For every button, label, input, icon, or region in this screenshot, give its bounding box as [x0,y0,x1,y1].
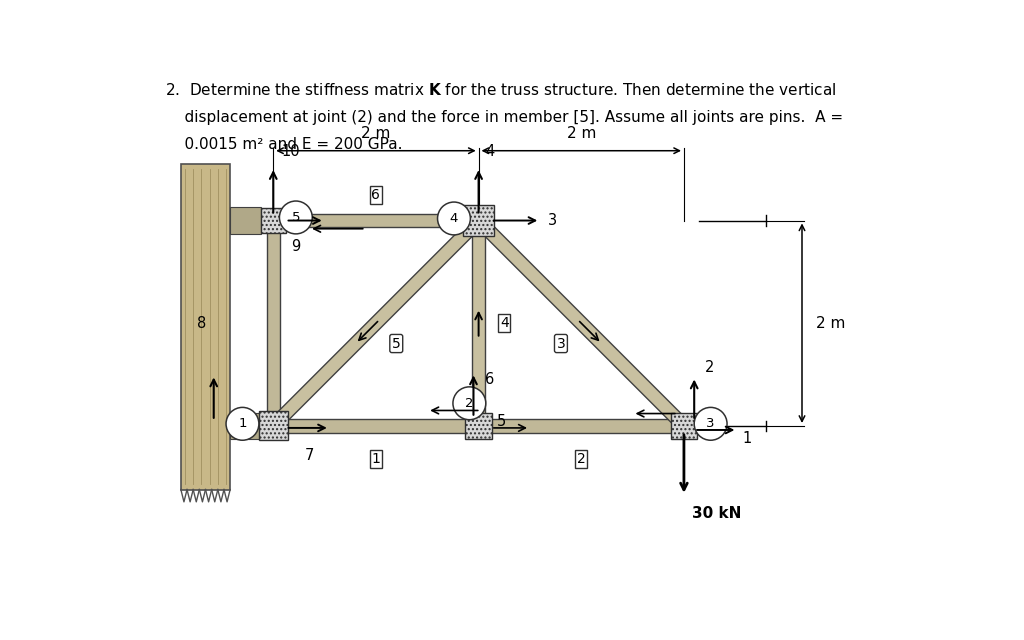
Text: 2.  Determine the stiffness matrix $\mathbf{K}$ for the truss structure. Then de: 2. Determine the stiffness matrix $\math… [166,82,837,98]
Text: 2: 2 [577,452,586,466]
Text: 4: 4 [500,316,509,330]
Circle shape [694,408,727,440]
Text: 3: 3 [557,337,565,351]
Text: 1: 1 [239,417,247,430]
Circle shape [437,202,470,235]
Text: displacement at joint (2) and the force in member [5]. Assume all joints are pin: displacement at joint (2) and the force … [166,109,844,125]
Text: 2 m: 2 m [816,316,846,331]
Text: 6: 6 [372,188,380,202]
Bar [463,205,494,236]
Text: 6: 6 [484,372,494,387]
Text: 3: 3 [549,213,557,228]
Bar [230,413,261,439]
Bar [465,413,492,439]
Text: 7: 7 [304,449,314,463]
Polygon shape [472,221,485,426]
Polygon shape [268,216,483,431]
Text: 5: 5 [292,211,300,224]
Bar [181,164,230,490]
Bar [261,208,286,233]
Text: 5: 5 [497,413,506,429]
Circle shape [280,201,312,234]
Text: 2 m: 2 m [566,127,596,141]
Bar [671,413,697,439]
Text: 4: 4 [450,212,458,225]
Text: 5: 5 [392,337,400,351]
Text: 2 m: 2 m [361,127,390,141]
Text: 10: 10 [282,144,300,159]
Text: 1: 1 [742,431,752,446]
Text: 0.0015 m² and E = 200 GPa.: 0.0015 m² and E = 200 GPa. [166,138,403,152]
Text: 4: 4 [485,144,495,159]
Text: 2: 2 [705,360,714,374]
Text: 30 kN: 30 kN [692,506,741,521]
Bar [259,412,288,440]
Text: 3: 3 [707,417,715,430]
Text: 2: 2 [465,397,474,410]
Bar [230,207,261,234]
Polygon shape [266,221,280,426]
Circle shape [226,408,259,440]
Polygon shape [273,419,684,433]
Text: 8: 8 [197,316,206,331]
Circle shape [453,387,485,420]
Text: 1: 1 [372,452,380,466]
Polygon shape [474,216,689,431]
Polygon shape [273,214,478,227]
Text: 9: 9 [291,239,300,254]
